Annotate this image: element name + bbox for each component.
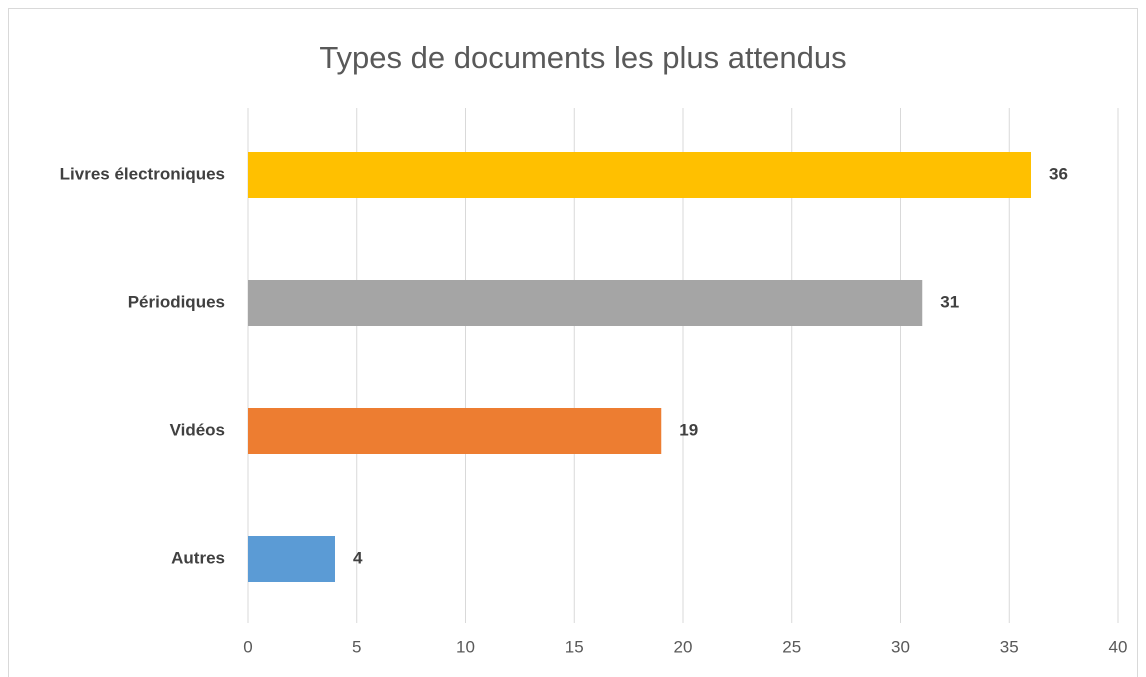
x-tick-label: 35 bbox=[1000, 637, 1019, 656]
bar bbox=[248, 280, 923, 326]
x-tick-label: 20 bbox=[674, 637, 693, 656]
chart-border bbox=[8, 8, 1138, 677]
data-label: 31 bbox=[940, 292, 959, 311]
bar bbox=[248, 152, 1031, 198]
x-tick-label: 0 bbox=[243, 637, 252, 656]
x-tick-label: 25 bbox=[782, 637, 801, 656]
y-tick-label: Périodiques bbox=[128, 292, 225, 311]
data-label: 4 bbox=[353, 548, 363, 567]
x-tick-label: 5 bbox=[352, 637, 361, 656]
y-tick-label: Autres bbox=[171, 548, 225, 567]
data-label: 36 bbox=[1049, 164, 1068, 183]
x-tick-label: 15 bbox=[565, 637, 584, 656]
bar bbox=[248, 408, 662, 454]
y-tick-label: Vidéos bbox=[170, 420, 225, 439]
y-tick-label: Livres électroniques bbox=[60, 164, 225, 183]
bar bbox=[248, 536, 335, 582]
x-tick-label: 40 bbox=[1109, 637, 1128, 656]
x-tick-label: 30 bbox=[891, 637, 910, 656]
x-tick-label: 10 bbox=[456, 637, 475, 656]
chart-title: Types de documents les plus attendus bbox=[319, 40, 846, 75]
data-label: 19 bbox=[679, 420, 698, 439]
